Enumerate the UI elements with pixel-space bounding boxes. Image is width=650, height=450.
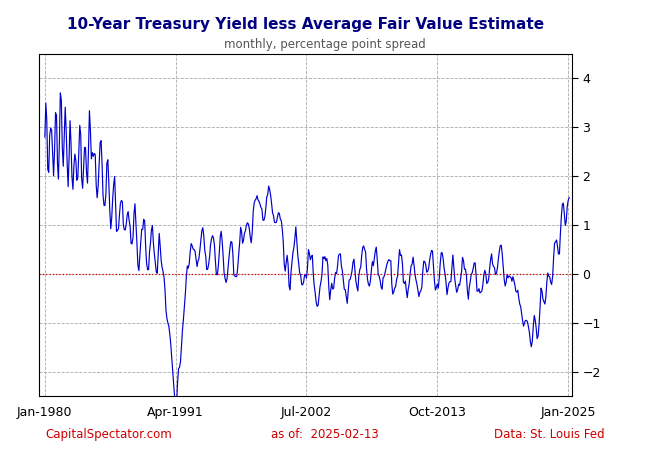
Text: monthly, percentage point spread: monthly, percentage point spread (224, 38, 426, 51)
Text: Data: St. Louis Fed: Data: St. Louis Fed (494, 428, 604, 441)
Text: CapitalSpectator.com: CapitalSpectator.com (46, 428, 172, 441)
Text: as of:  2025-02-13: as of: 2025-02-13 (271, 428, 379, 441)
Title: 10-Year Treasury Yield less Average Fair Value Estimate: 10-Year Treasury Yield less Average Fair… (67, 17, 544, 32)
